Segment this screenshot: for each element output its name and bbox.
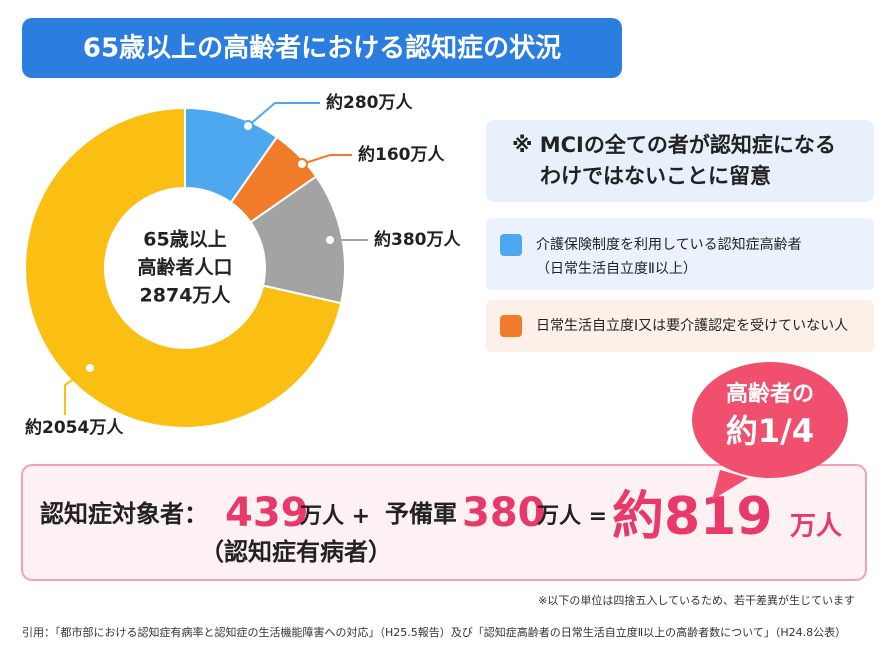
leader-dot xyxy=(84,362,96,374)
center-label: 高齢者人口 xyxy=(137,256,232,279)
bubble-text: 高齢者の xyxy=(726,381,814,407)
legend-box xyxy=(486,218,874,290)
title-bar xyxy=(22,18,622,78)
legend: 介護保険制度を利用している認知症高齢者 （日常生活自立度Ⅱ以上） 日常生活自立度Ⅰ又… xyxy=(500,234,848,337)
formula-box xyxy=(21,464,867,581)
legend-swatch xyxy=(500,315,522,337)
leader-dot xyxy=(296,158,308,170)
legend-label: （日常生活自立度Ⅱ以上） xyxy=(536,261,697,277)
leader-dot xyxy=(324,234,336,246)
bubble xyxy=(692,362,848,478)
formula-unit: 万人 = xyxy=(536,504,607,529)
formula-unit: 万人 + xyxy=(299,504,370,529)
legend-swatch xyxy=(500,234,522,256)
title: 65歳以上の高齢者における認知症の状況 xyxy=(83,33,561,64)
formula-sub: （認知症有病者） xyxy=(200,538,392,566)
data-label: 約280万人 xyxy=(326,92,413,113)
formula-unit: 万人 xyxy=(790,512,842,542)
legend-label: 介護保険制度を利用している認知症高齢者 xyxy=(536,236,802,253)
data-label: 約380万人 xyxy=(374,229,461,250)
leader-line xyxy=(247,102,320,127)
formula-label: 認知症対象者： xyxy=(40,500,208,528)
formula-number: 439 xyxy=(225,490,309,536)
center-label: 2874万人 xyxy=(140,285,232,307)
footnote: ※以下の単位は四捨五入しているため、若干差異が生じています xyxy=(538,593,855,607)
legend-label: 日常生活自立度Ⅰ又は要介護認定を受けていない人 xyxy=(536,318,848,334)
formula-total: 約819 xyxy=(612,487,773,547)
leader-line xyxy=(301,154,352,165)
leader-line xyxy=(64,367,91,415)
data-label: 約160万人 xyxy=(358,144,445,165)
pie-slice xyxy=(24,106,343,429)
formula-label: 予備軍 xyxy=(385,500,457,528)
leader-dot xyxy=(242,120,254,132)
legend-box xyxy=(486,300,874,352)
center-label: 65歳以上 xyxy=(143,229,226,251)
bubble-text: 約1/4 xyxy=(726,412,814,450)
citation: 引用：「都市部における認知症有病率と認知症の生活機能障害への対応」（H25.5報… xyxy=(22,625,846,639)
note: わけではないことに留意 xyxy=(540,164,771,188)
note-box xyxy=(486,120,874,202)
bubble-tail xyxy=(712,470,748,500)
formula-number: 380 xyxy=(462,490,546,536)
note: ※ MCIの全ての者が認知症になる xyxy=(512,133,836,157)
data-label: 約2054万人 xyxy=(25,417,124,438)
